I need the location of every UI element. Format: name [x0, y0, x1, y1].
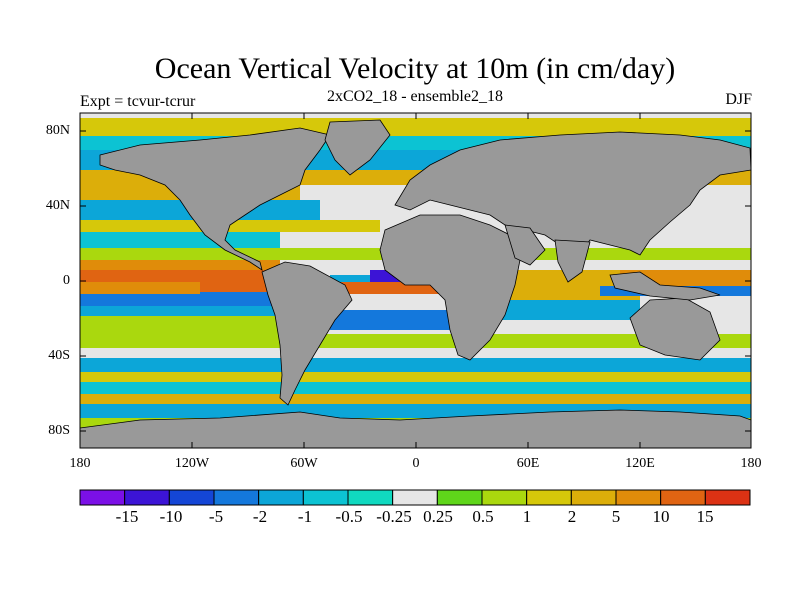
- map-field: [80, 113, 751, 448]
- equatorial-hotspot: [80, 282, 200, 294]
- colorbar-label: -0.5: [335, 507, 363, 526]
- lat-label-40s: 40S: [48, 348, 70, 363]
- experiment-label: Expt = tcvur-tcrur: [80, 93, 196, 110]
- colorbar-label: -0.25: [376, 507, 412, 526]
- latitude-ticks: [80, 130, 751, 432]
- south-america: [261, 261, 353, 406]
- lat-label-40n: 40N: [45, 198, 70, 213]
- europe-asia: [394, 131, 751, 261]
- south-pacific-band: [80, 316, 280, 334]
- north-america: [99, 127, 331, 271]
- lon-label-180w: 180: [69, 456, 91, 471]
- southern-band-3: [80, 358, 751, 372]
- greenland: [324, 119, 391, 176]
- longitude-ticks: [79, 113, 752, 448]
- colorbar-label: -2: [252, 507, 268, 526]
- africa: [379, 214, 521, 361]
- india: [554, 239, 591, 283]
- australia: [629, 297, 721, 361]
- chart-title: Ocean Vertical Velocity at 10m (in cm/da…: [154, 52, 676, 85]
- pacific-downwelling-band: [80, 292, 280, 306]
- lon-label-180e: 180: [740, 456, 762, 471]
- arctic-band: [80, 118, 751, 136]
- southern-band-2: [80, 348, 751, 358]
- land-masses: [80, 119, 751, 448]
- colorbar-label: 15: [696, 507, 714, 526]
- colorbar-label: -10: [159, 507, 183, 526]
- arabia: [504, 224, 546, 266]
- equatorial-band: [80, 260, 280, 270]
- colorbar-label: -5: [208, 507, 224, 526]
- southern-band-1: [80, 334, 751, 348]
- southern-band-6: [80, 394, 751, 404]
- lon-label-60w: 60W: [290, 456, 318, 471]
- colorbar-label: 10: [652, 507, 670, 526]
- colorbar-label: 1: [522, 507, 532, 526]
- lat-label-80n: 80N: [45, 123, 70, 138]
- colorbar-label: 0.25: [423, 507, 453, 526]
- antarctica: [80, 409, 751, 448]
- lon-label-0: 0: [412, 456, 420, 471]
- lon-label-60e: 60E: [516, 456, 540, 471]
- lat-label-80s: 80S: [48, 423, 70, 438]
- south-atlantic-band: [330, 310, 450, 330]
- lon-label-120e: 120E: [625, 456, 655, 471]
- chart-subtitle: 2xCO2_18 - ensemble2_18: [327, 88, 503, 105]
- colorbar-label: -1: [297, 507, 313, 526]
- season-label: DJF: [725, 91, 752, 108]
- lat-label-0: 0: [63, 273, 70, 288]
- pacific-band: [80, 306, 280, 316]
- north-pacific-band: [80, 232, 280, 248]
- indian-ocean-band-2: [500, 300, 640, 320]
- lon-label-120w: 120W: [174, 456, 210, 471]
- southern-band-4: [80, 372, 751, 382]
- colorbar-label: 2: [567, 507, 577, 526]
- southern-band-5: [80, 382, 751, 394]
- colorbar-label: 0.5: [472, 507, 494, 526]
- maritime-continent: [609, 271, 721, 301]
- colorbar-label: 5: [611, 507, 621, 526]
- colorbar-label: -15: [115, 507, 139, 526]
